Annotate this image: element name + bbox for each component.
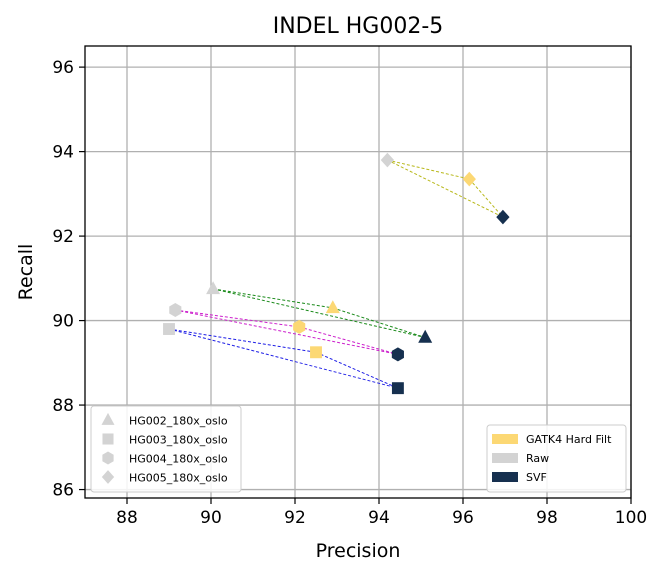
connector-line [299, 326, 399, 355]
connector-lines [168, 159, 504, 389]
data-point [163, 323, 175, 335]
legend-marker-label: HG003_180x_oslo [129, 434, 228, 447]
legend-color-label: Raw [526, 452, 549, 465]
data-point [310, 346, 322, 359]
grid [85, 46, 632, 498]
connector-line [212, 288, 426, 338]
axis-ticks: 88 90 92 94 96 98 100 86 88 90 92 94 96 [52, 58, 647, 528]
x-tick-label: 96 [452, 508, 474, 528]
data-point [380, 152, 395, 168]
legend-marker-label: HG004_180x_oslo [129, 453, 228, 466]
data-point [496, 209, 510, 225]
data-point [206, 281, 221, 295]
data-point [391, 347, 404, 362]
legend-markers: HG002_180x_oslo HG003_180x_oslo HG004_180x… [90, 405, 242, 493]
connector-line [168, 328, 317, 353]
legend-color-swatch [492, 472, 518, 482]
legend-marker-label: HG002_180x_oslo [129, 415, 228, 428]
legend-color-label: GATK4 Hard Filt [526, 433, 612, 446]
legend-markers-box [90, 405, 242, 493]
x-tick-label: 90 [200, 508, 222, 528]
legend-marker-swatch [102, 433, 114, 445]
y-axis-label: Recall [15, 244, 37, 301]
data-points [163, 152, 510, 395]
y-tick-label: 90 [52, 312, 74, 332]
connector-line [213, 288, 333, 309]
plot-frame [84, 45, 632, 499]
y-tick-label: 86 [52, 481, 74, 501]
data-point [462, 171, 476, 187]
x-axis-label: Precision [316, 540, 401, 562]
data-point [293, 319, 306, 334]
legend-marker-swatch [102, 451, 114, 465]
y-tick-label: 94 [52, 143, 74, 163]
y-tick-label: 96 [52, 58, 74, 78]
legend-marker-label: HG005_180x_oslo [129, 472, 228, 485]
connector-line [315, 351, 399, 389]
x-tick-label: 100 [615, 508, 647, 528]
x-tick-label: 94 [368, 508, 390, 528]
legend-color-label: SVF [526, 471, 547, 484]
data-point [391, 382, 404, 395]
legend-colors-box [486, 424, 627, 493]
connector-line [468, 178, 504, 218]
y-tick-label: 92 [52, 227, 74, 247]
connector-line [387, 159, 470, 180]
data-point [325, 300, 340, 314]
connector-line [175, 309, 300, 328]
connector-line [387, 159, 504, 218]
data-point [418, 329, 433, 343]
x-tick-label: 88 [116, 508, 138, 528]
legend-marker-swatch [101, 412, 115, 425]
x-tick-label: 92 [284, 508, 306, 528]
legend-colors: GATK4 Hard Filt Raw SVF [486, 424, 627, 493]
legend-marker-swatch [101, 470, 115, 484]
x-tick-label: 98 [536, 508, 558, 528]
legend-color-swatch [492, 453, 518, 463]
legend-color-swatch [492, 434, 518, 444]
connector-line [168, 328, 399, 389]
y-tick-label: 88 [52, 396, 74, 416]
connector-line [175, 309, 398, 355]
connector-line [332, 307, 426, 338]
chart-title: INDEL HG002-5 [273, 14, 444, 39]
data-point [169, 303, 182, 318]
